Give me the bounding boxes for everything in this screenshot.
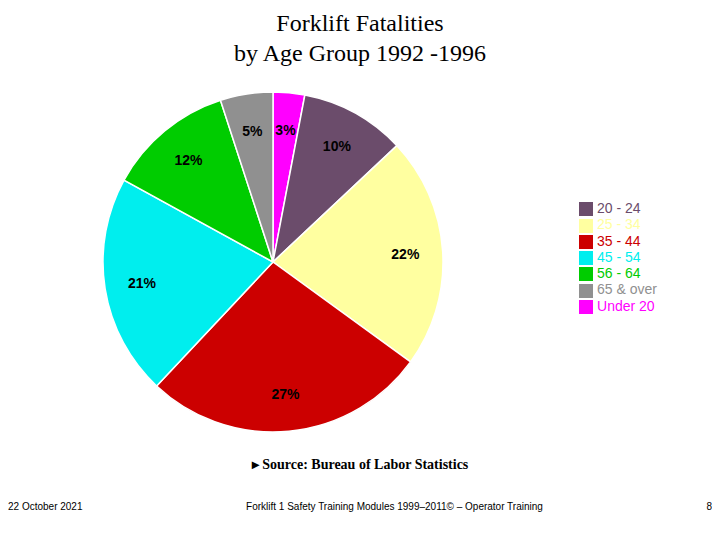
html-text:Forklift 1 Safety Training Mod: Forklift 1 Safety Training Modules 1999–…	[246, 501, 543, 512]
svg-text:22%: 22%	[391, 246, 420, 262]
html-text:Under 20: Under 20	[597, 297, 655, 314]
svg-text:27%: 27%	[271, 386, 300, 402]
html-text:56 - 64: 56 - 64	[597, 265, 641, 282]
svg-text:10%: 10%	[323, 138, 352, 154]
html-text:22 October 2021: 22 October 2021	[8, 501, 83, 512]
html-text:▸ Source: Bureau of Labor Stat: ▸ Source: Bureau of Labor Statistics	[251, 457, 469, 472]
html-text:Forklift Fatalities: Forklift Fatalities	[276, 10, 444, 36]
svg-text:5%: 5%	[242, 123, 263, 139]
html-text:45 - 54: 45 - 54	[597, 248, 641, 265]
html-text:by Age Group 1992 -1996: by Age Group 1992 -1996	[234, 40, 486, 66]
html-text:8: 8	[706, 501, 712, 512]
svg-text:12%: 12%	[174, 152, 203, 168]
html-text:35 - 44: 35 - 44	[597, 232, 641, 249]
html-text:25 - 34: 25 - 34	[597, 216, 641, 233]
html-text:20 - 24: 20 - 24	[597, 200, 641, 216]
html-text:65 & over: 65 & over	[597, 281, 657, 298]
svg-text:3%: 3%	[275, 122, 296, 138]
svg-text:21%: 21%	[128, 275, 157, 291]
